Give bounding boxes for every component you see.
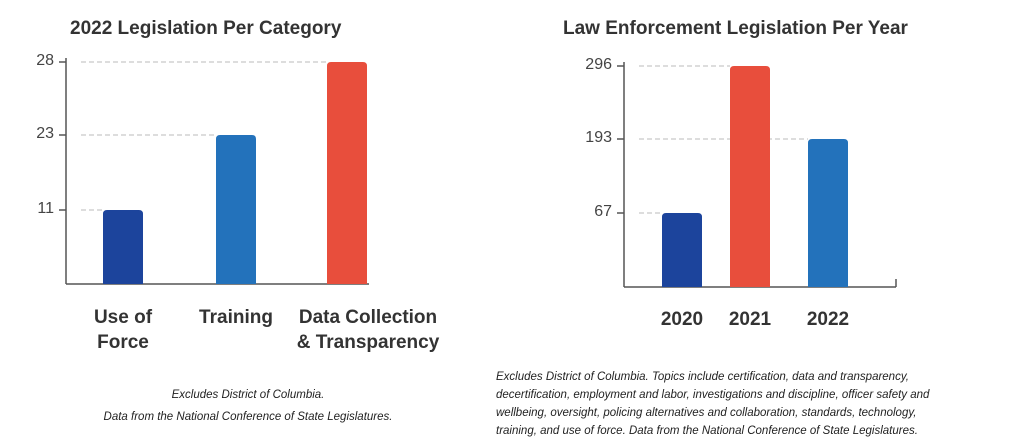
category-label: 2022 (806, 309, 850, 330)
note-line: decertification, employment and labor, i… (496, 389, 930, 401)
bar-data-collection-transparency (327, 62, 367, 284)
y-tick-label: 296 (585, 56, 612, 73)
category-label: 2020 (660, 309, 704, 330)
category-label: 2021 (728, 309, 772, 330)
right-chart-note: Excludes District of Columbia. Topics in… (496, 368, 929, 440)
y-tick-label: 23 (36, 125, 54, 142)
y-tick-label: 193 (585, 129, 612, 146)
note-line: Data from the National Conference of Sta… (103, 411, 393, 423)
category-label: Training (199, 307, 273, 328)
bar-use-of-force (103, 210, 143, 284)
bar-2021 (730, 66, 770, 287)
left-chart-note: Excludes District of Columbia. Data from… (0, 386, 496, 426)
y-tick-label: 67 (594, 203, 612, 220)
bar-2020 (662, 213, 702, 287)
y-tick-label: 28 (36, 52, 54, 69)
category-label: Use of Force (93, 307, 153, 353)
bar-2022 (808, 139, 848, 287)
right-chart-title: Law Enforcement Legislation Per Year (563, 18, 908, 39)
note-line: wellbeing, oversight, policing alternati… (496, 407, 917, 419)
note-line: Excludes District of Columbia. Topics in… (496, 371, 909, 383)
note-line: training, and use of force. Data from th… (496, 425, 918, 437)
y-tick-label: 11 (37, 200, 54, 217)
left-chart-title: 2022 Legislation Per Category (70, 18, 342, 39)
note-line: Excludes District of Columbia. (171, 389, 325, 401)
category-label: Data Collection & Transparency (296, 307, 440, 353)
bar-training (216, 135, 256, 284)
